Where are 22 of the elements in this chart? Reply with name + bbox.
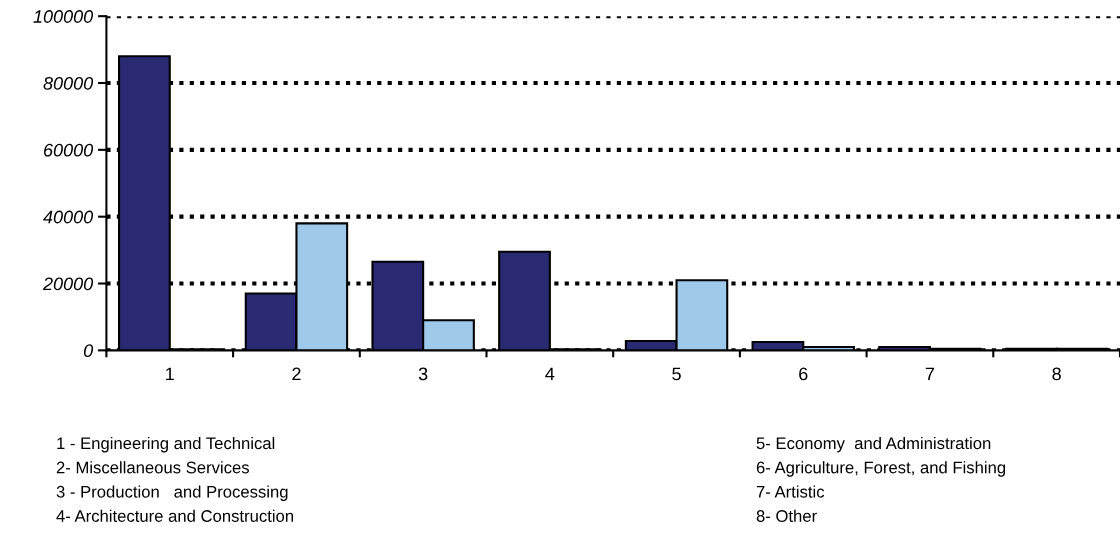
y-tick-label: 80000 [43,76,94,90]
text: 3 - Production and Processing [56,485,288,501]
x-tick-label: 6 [799,367,808,381]
text: 1 - Engineering and Technical [57,436,275,453]
text: 4- Architecture and Construction [56,509,294,522]
x-tick-label: 2 [292,367,301,381]
text: 6- Agriculture, Forest, and Fishing [756,461,1006,477]
x-tick-label: 1 [166,367,174,381]
text: 8- Other [756,509,817,522]
text: 7- Artistic [756,485,825,498]
x-tick-label: 8 [1052,367,1061,381]
y-tick-label: 40000 [43,210,94,224]
y-tick-label: 100000 [33,10,94,23]
text: 2- Miscellaneous Services [56,461,249,474]
y-tick-label: 60000 [44,143,94,157]
x-tick-label: 7 [925,367,935,381]
x-tick-label: 4 [545,367,555,381]
text: 5- Economy and Administration [756,436,991,453]
x-tick-label: 5 [672,367,681,381]
y-tick-label: 0 [83,344,94,358]
y-tick-label: 20000 [42,277,94,291]
x-tick-label: 3 [418,367,428,381]
